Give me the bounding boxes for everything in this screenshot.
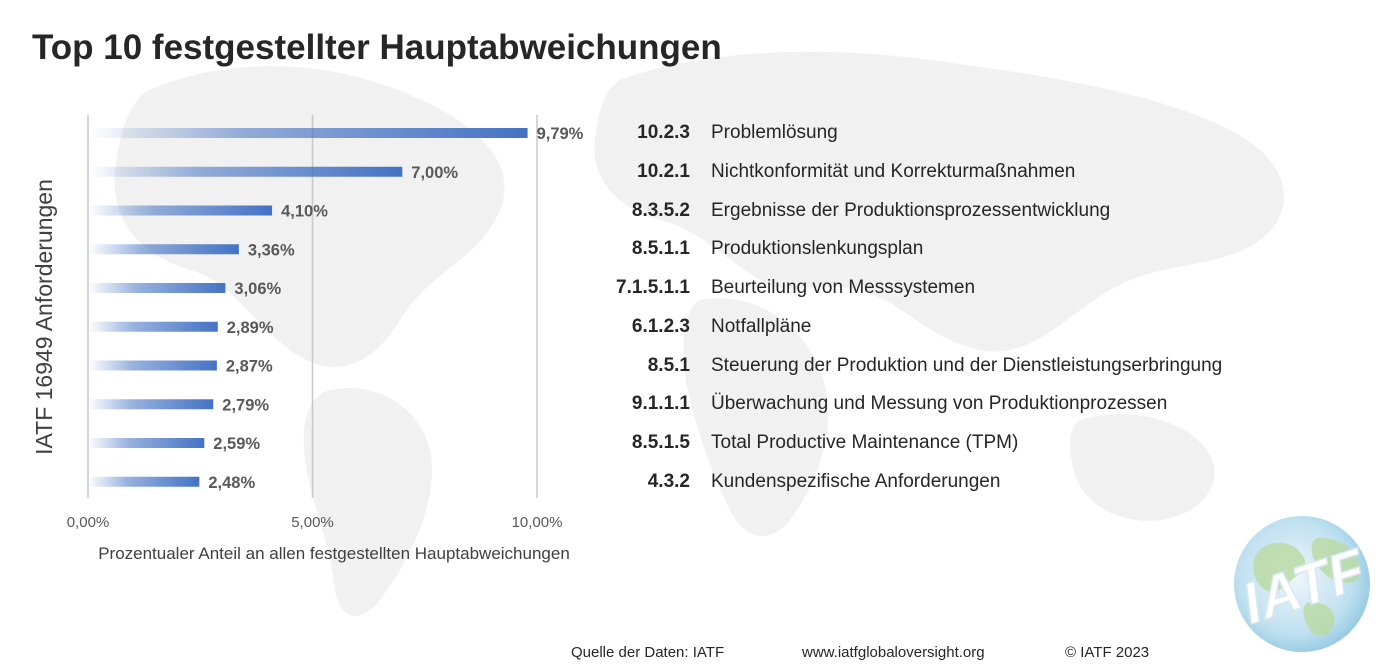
bar-value-label: 2,87% xyxy=(226,358,273,376)
requirement-label: Steuerung der Produktion und der Dienstl… xyxy=(711,354,1223,376)
requirement-label: Überwachung und Messung von Produktionpr… xyxy=(711,393,1168,415)
requirement-code: 8.5.1.1 xyxy=(631,238,690,260)
requirement-label: Total Productive Maintenance (TPM) xyxy=(711,432,1019,453)
x-tick-label: 5,00% xyxy=(291,514,334,531)
bar xyxy=(88,399,214,410)
requirement-code: 8.5.1.5 xyxy=(631,432,690,453)
bar xyxy=(88,360,217,371)
footer-source: Quelle der Daten: IATF xyxy=(571,644,725,661)
x-tick-label: 0,00% xyxy=(67,514,110,531)
bar xyxy=(88,205,273,216)
requirement-code: 6.1.2.3 xyxy=(631,315,690,337)
requirement-row: 8.5.1 Steuerung der Produktion und der Di… xyxy=(560,353,1280,379)
requirement-label: Beurteilung von Messsystemen xyxy=(711,277,976,298)
bar-value-label: 9,79% xyxy=(537,125,584,143)
requirement-label: Produktionslenkungsplan xyxy=(711,238,924,260)
bar xyxy=(88,244,239,255)
requirement-label: Kundenspezifische Anforderungen xyxy=(711,470,1001,492)
requirement-code: 10.2.1 xyxy=(637,160,690,182)
requirement-label: Notfallpläne xyxy=(711,315,812,337)
requirement-code: 8.5.1 xyxy=(647,354,690,376)
bar-value-label: 7,00% xyxy=(411,164,458,182)
requirement-code: 9.1.1.1 xyxy=(631,393,690,415)
bar-value-label: 2,79% xyxy=(222,396,269,414)
footer-url[interactable]: www.iatfglobaloversight.org xyxy=(802,644,985,661)
requirement-code: 4.3.2 xyxy=(647,470,690,492)
bar-value-label: 2,59% xyxy=(213,435,260,453)
bar xyxy=(88,128,528,138)
bar xyxy=(88,476,200,487)
iatf-logo: IATF xyxy=(1234,516,1375,652)
requirement-row: 10.2.3 Problemlösung xyxy=(560,120,1280,146)
requirement-row: 8.5.1.5 Total Productive Maintenance (TPM… xyxy=(560,430,1280,456)
bar-value-label: 3,06% xyxy=(234,280,281,298)
requirement-code: 8.3.5.2 xyxy=(631,199,690,221)
page-title: Top 10 festgestellter Hauptabweichungen xyxy=(32,28,722,67)
requirement-row: 6.1.2.3 Notfallpläne xyxy=(560,314,1280,340)
requirement-row: 9.1.1.1 Überwachung und Messung von Produ… xyxy=(560,391,1280,417)
requirement-label: Problemlösung xyxy=(711,122,838,143)
bar xyxy=(88,321,218,332)
bar-value-label: 4,10% xyxy=(281,203,328,221)
requirement-row: 10.2.1 Nichtkonformität und Korrekturmaßn… xyxy=(560,159,1280,185)
bar xyxy=(88,283,226,293)
bar-value-label: 3,36% xyxy=(248,241,295,259)
bar xyxy=(88,438,205,448)
requirement-row: 4.3.2 Kundenspezifische Anforderungen xyxy=(560,469,1280,495)
requirement-row: 8.3.5.2 Ergebnisse der Produktionsprozess… xyxy=(560,198,1280,224)
bar-value-label: 2,89% xyxy=(227,319,274,337)
y-axis-title: IATF 16949 Anforderungen xyxy=(31,179,57,455)
requirement-label: Nichtkonformität und Korrekturmaßnahmen xyxy=(711,160,1076,182)
bar-value-label: 2,48% xyxy=(208,474,255,492)
requirement-row: 8.5.1.1 Produktionslenkungsplan xyxy=(560,236,1280,262)
requirement-code: 10.2.3 xyxy=(637,122,690,143)
requirement-code: 7.1.5.1.1 xyxy=(616,277,690,298)
footer-copyright: © IATF 2023 xyxy=(1065,644,1150,661)
bar xyxy=(88,166,403,177)
x-tick-label: 10,00% xyxy=(512,514,563,531)
requirement-label: Ergebnisse der Produktionsprozessentwick… xyxy=(711,199,1111,221)
requirement-row: 7.1.5.1.1 Beurteilung von Messsystemen xyxy=(560,275,1280,301)
x-axis-title: Prozentualer Anteil an allen festgestell… xyxy=(98,544,570,563)
